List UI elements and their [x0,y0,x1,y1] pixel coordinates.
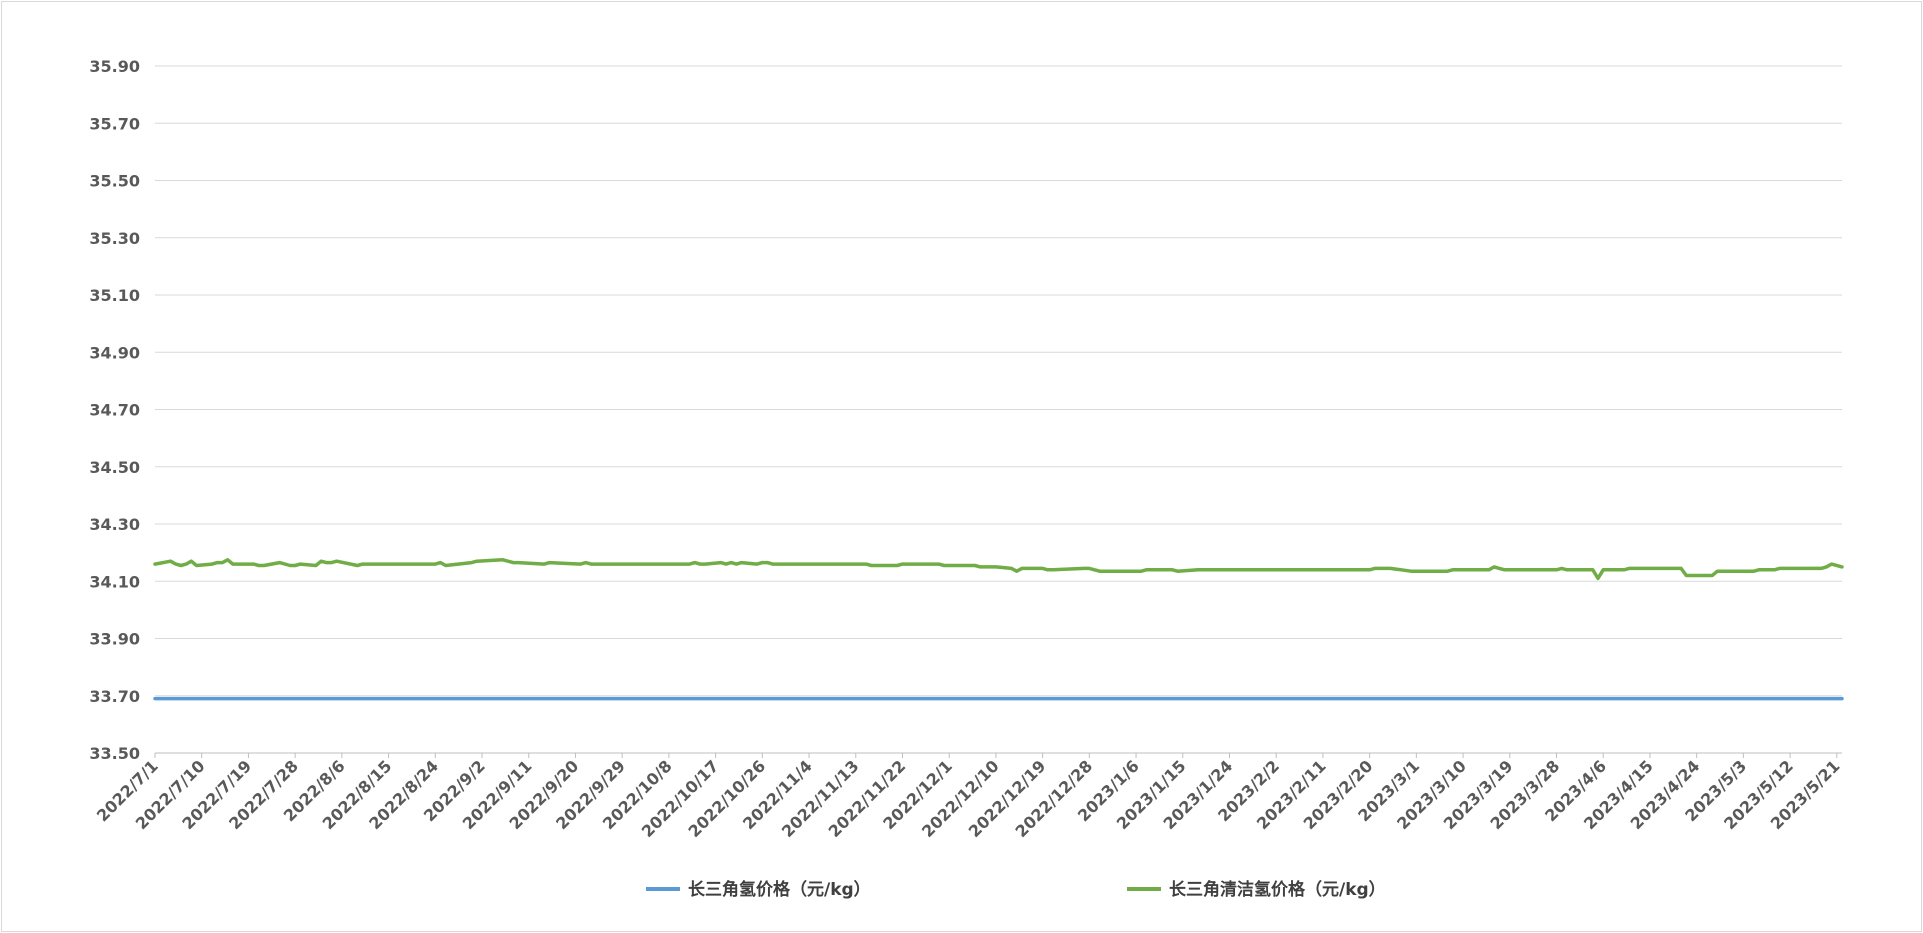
legend-label-clean-hydrogen-price: 长三角清洁氢价格（元/kg） [1169,879,1386,900]
series-lines [153,558,1844,701]
y-axis: 33.50 33.70 33.90 34.10 34.30 34.50 34.70 34.90… [89,57,140,763]
y-tick-label: 33.50 [89,744,140,763]
y-tick-label: 33.90 [89,630,140,649]
y-tick-label: 33.70 [89,687,140,706]
legend: 长三角氢价格（元/kg） 长三角清洁氢价格（元/kg） [646,879,1386,900]
y-tick-label: 34.30 [89,515,140,534]
y-tick-label: 34.10 [89,572,140,591]
y-tick-label: 35.10 [89,286,140,305]
y-tick-label: 35.90 [89,57,140,76]
y-tick-label: 34.90 [89,343,140,362]
y-tick-label: 34.70 [89,401,140,420]
y-tick-label: 34.50 [89,458,140,477]
grid-lines [155,65,1842,754]
x-axis: 2022/7/12022/7/102022/7/192022/7/282022/… [93,752,1844,841]
y-tick-label: 35.50 [89,172,140,191]
y-tick-label: 35.30 [89,229,140,248]
series-line-clean-hydrogen-price [153,558,1844,581]
legend-label-hydrogen-price: 长三角氢价格（元/kg） [688,879,871,900]
y-tick-label: 35.70 [89,114,140,133]
